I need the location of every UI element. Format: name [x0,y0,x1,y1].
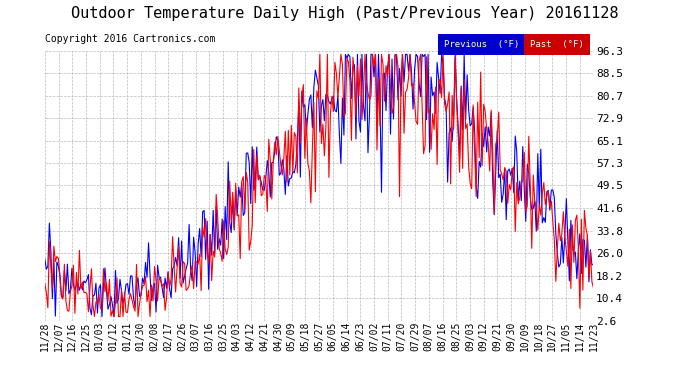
Previous (°F) [155,275,164,279]
Past (°F) [589,285,598,290]
Past (°F) [339,116,348,120]
Previous (°F) [135,294,144,298]
Text: Previous  (°F): Previous (°F) [444,40,519,50]
Past (°F) [316,52,324,57]
Text: Past  (°F): Past (°F) [531,40,584,50]
Past (°F) [135,302,144,306]
Past (°F) [420,152,428,156]
Previous (°F) [338,96,346,100]
Past (°F) [90,314,99,319]
Past (°F) [41,281,49,286]
Past (°F) [155,275,164,280]
Previous (°F) [449,114,457,119]
Past (°F) [97,306,105,310]
Past (°F) [449,127,457,132]
Previous (°F) [420,54,428,58]
Previous (°F) [589,262,598,267]
Previous (°F) [342,52,350,57]
Previous (°F) [41,257,49,261]
Text: Copyright 2016 Cartronics.com: Copyright 2016 Cartronics.com [45,34,215,45]
Previous (°F) [98,314,106,319]
Previous (°F) [95,286,103,291]
Line: Previous (°F): Previous (°F) [45,54,593,316]
Line: Past (°F): Past (°F) [45,54,593,316]
Text: Outdoor Temperature Daily High (Past/Previous Year) 20161128: Outdoor Temperature Daily High (Past/Pre… [71,6,619,21]
